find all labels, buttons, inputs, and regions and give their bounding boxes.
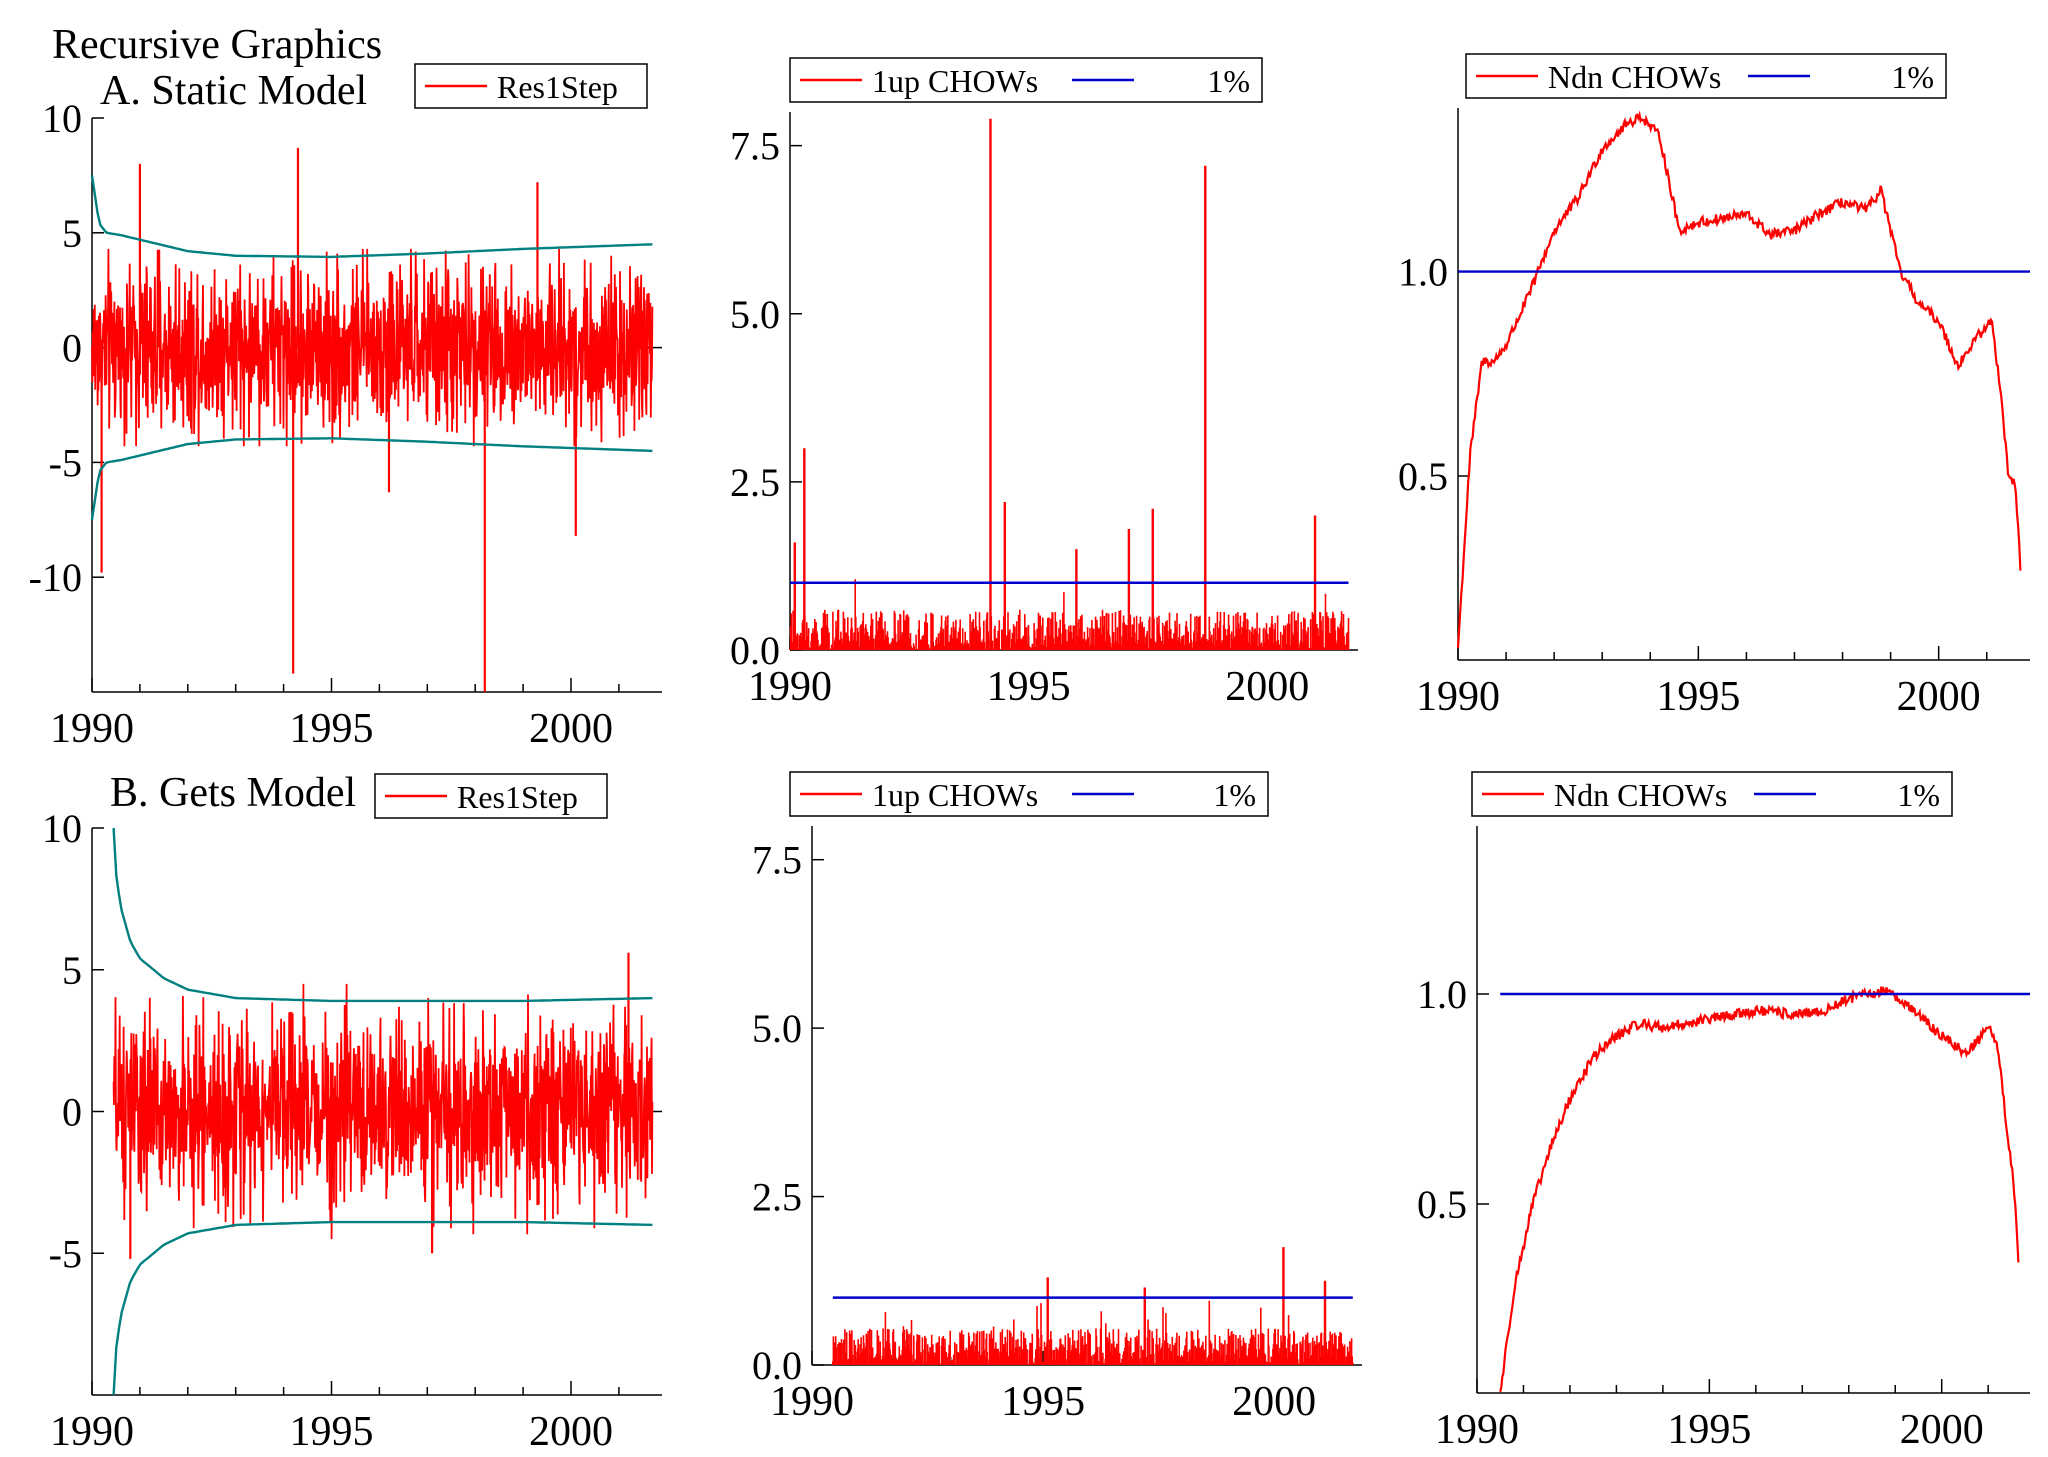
- chow-1up-series: [832, 1300, 1354, 1365]
- y-tick-label: 5.0: [752, 1006, 802, 1051]
- legend: 1up CHOWs 1%: [789, 57, 1263, 103]
- legend-label: 1up CHOWs: [872, 63, 1038, 99]
- legend: Res1Step: [374, 773, 608, 819]
- legend-box: [789, 771, 1269, 817]
- y-tick-label: 7.5: [752, 838, 802, 883]
- chart-B-res1step: -5 0 5 10 1990 1995 2000 Res1Step: [42, 773, 662, 1455]
- y-tick-label: 2.5: [730, 460, 780, 505]
- section-b-title: B. Gets Model: [110, 770, 357, 816]
- x-tick-label: 1990: [50, 1409, 134, 1455]
- x-tick-label: 1995: [987, 664, 1071, 710]
- x-tick-label: 1995: [289, 1409, 373, 1455]
- legend-label: 1up CHOWs: [872, 777, 1038, 813]
- x-tick-label: 2000: [1225, 664, 1309, 710]
- y-tick-label: -5: [49, 1231, 82, 1276]
- chart-A-ndn: 0.5 1.0 1990 1995 2000 Ndn CHOWs 1%: [1398, 53, 2030, 720]
- x-tick-label: 2000: [1900, 1407, 1984, 1453]
- y-tick-label: -10: [29, 555, 82, 600]
- x-tick-label: 1995: [1656, 674, 1740, 720]
- y-tick-label: 5.0: [730, 292, 780, 337]
- legend-box: [1465, 53, 1947, 99]
- lower-2se-band: [90, 437, 653, 520]
- x-tick-label: 1995: [1001, 1379, 1085, 1425]
- legend: Ndn CHOWs 1%: [1471, 771, 1953, 817]
- y-tick-label: 0.5: [1417, 1182, 1467, 1227]
- legend-label: 1%: [1897, 777, 1940, 813]
- res1step-series: [112, 983, 654, 1240]
- legend: 1up CHOWs 1%: [789, 771, 1269, 817]
- upper-2se-band: [112, 827, 653, 1003]
- chow-ndn-series: [1499, 985, 2020, 1393]
- y-tick-label: 7.5: [730, 124, 780, 169]
- x-tick-label: 1995: [1667, 1407, 1751, 1453]
- chow-1up-series: [789, 579, 1350, 650]
- chart-B-1up: 0.0 2.5 5.0 7.5 1990 1995 2000 1up CHOWs 1%: [752, 771, 1362, 1425]
- x-tick-label: 2000: [529, 706, 613, 752]
- upper-2se-band: [90, 175, 653, 259]
- x-tick-label: 1990: [50, 706, 134, 752]
- y-tick-label: 10: [42, 96, 82, 141]
- y-tick-label: 5: [62, 948, 82, 993]
- lower-2se-band: [112, 1220, 653, 1396]
- legend-label: 1%: [1891, 59, 1934, 95]
- legend-label: 1%: [1207, 63, 1250, 99]
- x-tick-label: 1995: [289, 706, 373, 752]
- chart-A-1up: 0.0 2.5 5.0 7.5 1990 1995 2000 1up CHOWs 1%: [730, 57, 1358, 710]
- y-tick-label: 10: [42, 806, 82, 851]
- x-tick-label: 2000: [1897, 674, 1981, 720]
- y-tick-label: 5: [62, 211, 82, 256]
- section-a-title: A. Static Model: [100, 68, 368, 114]
- y-tick-label: 1.0: [1417, 972, 1467, 1017]
- legend-box: [789, 57, 1263, 103]
- x-tick-label: 1990: [748, 664, 832, 710]
- legend-label: 1%: [1213, 777, 1256, 813]
- chart-B-ndn: 0.5 1.0 1990 1995 2000 Ndn CHOWs 1%: [1417, 771, 2030, 1453]
- legend-label: Ndn CHOWs: [1554, 777, 1727, 813]
- x-tick-label: 2000: [529, 1409, 613, 1455]
- x-tick-label: 1990: [770, 1379, 854, 1425]
- y-tick-label: 0.0: [752, 1343, 802, 1388]
- y-tick-label: -5: [49, 440, 82, 485]
- x-tick-label: 1990: [1416, 674, 1500, 720]
- y-tick-label: 0: [62, 1090, 82, 1135]
- chow-ndn-series: [1456, 110, 2022, 649]
- res1step-series: [91, 248, 654, 447]
- y-tick-label: 1.0: [1398, 250, 1448, 295]
- y-tick-label: 0: [62, 326, 82, 371]
- y-tick-label: 0.0: [730, 628, 780, 673]
- legend-label: Res1Step: [457, 779, 578, 815]
- chart-A-res1step: -10 -5 0 5 10 1990 1995 2000 Res1Step: [29, 63, 662, 752]
- legend-label: Res1Step: [497, 69, 618, 105]
- legend: Res1Step: [414, 63, 648, 109]
- x-tick-label: 2000: [1232, 1379, 1316, 1425]
- y-tick-label: 0.5: [1398, 454, 1448, 499]
- x-tick-label: 1990: [1435, 1407, 1519, 1453]
- figure-title: Recursive Graphics: [52, 22, 383, 68]
- legend: Ndn CHOWs 1%: [1465, 53, 1947, 99]
- legend-label: Ndn CHOWs: [1548, 59, 1721, 95]
- legend-box: [1471, 771, 1953, 817]
- y-tick-label: 2.5: [752, 1175, 802, 1220]
